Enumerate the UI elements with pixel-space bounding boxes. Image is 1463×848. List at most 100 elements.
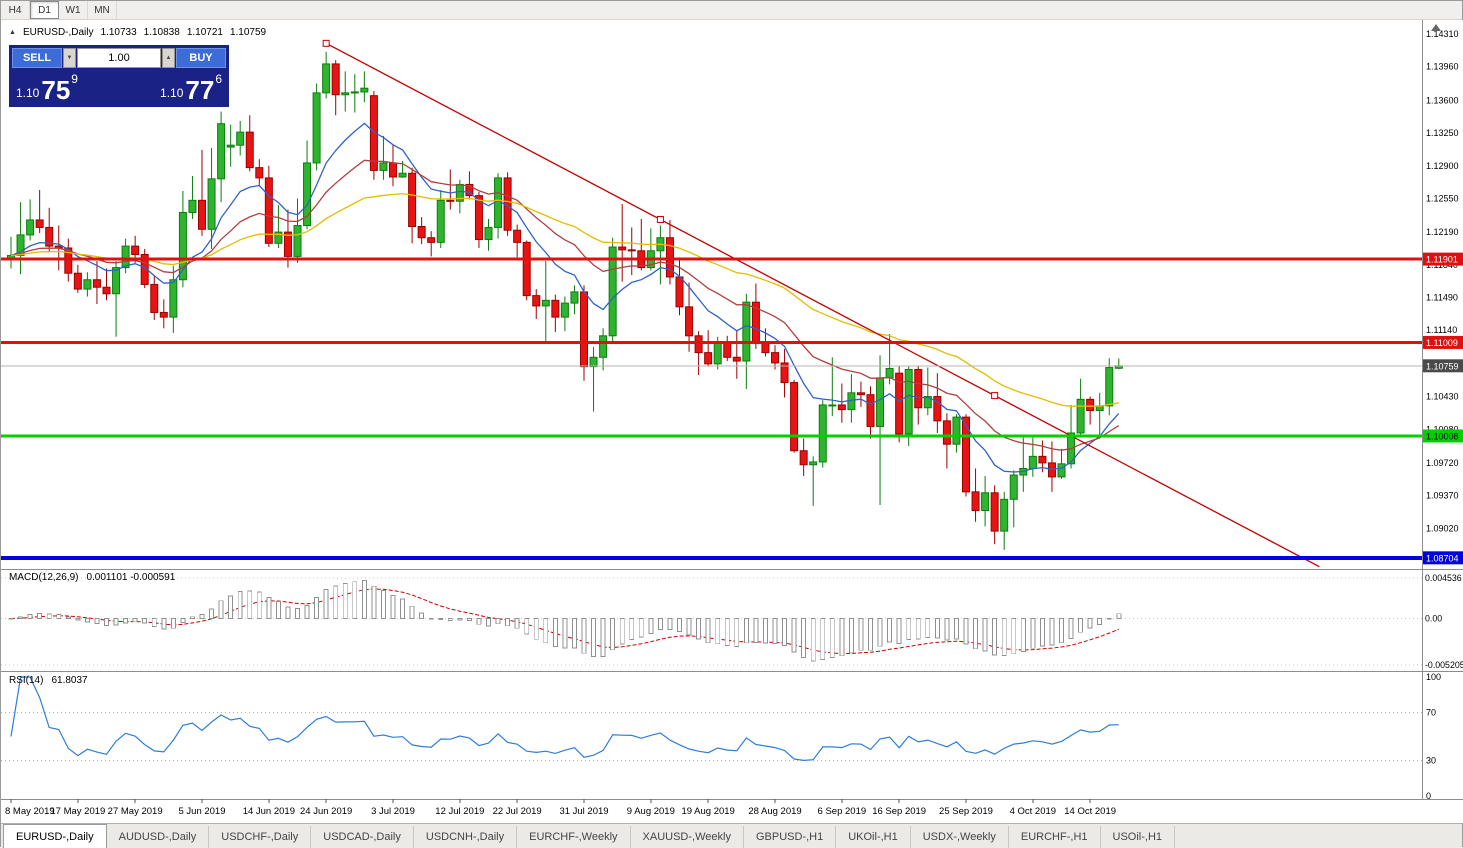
- svg-text:70: 70: [1426, 708, 1436, 718]
- svg-text:1.11901: 1.11901: [1426, 255, 1458, 265]
- svg-text:30: 30: [1426, 755, 1436, 765]
- svg-text:6 Sep 2019: 6 Sep 2019: [818, 806, 867, 817]
- svg-text:1.10759: 1.10759: [1426, 361, 1459, 371]
- svg-text:22 Jul 2019: 22 Jul 2019: [493, 806, 542, 817]
- sell-price-pips: 75: [41, 78, 70, 103]
- svg-text:8 May 2019: 8 May 2019: [5, 806, 55, 817]
- svg-text:1.09020: 1.09020: [1426, 523, 1459, 533]
- svg-text:0.004536: 0.004536: [1425, 573, 1462, 583]
- chart-marker-icon: ▲: [9, 29, 16, 36]
- chevron-up-icon: ▲: [166, 55, 172, 61]
- tab-usdchf-daily[interactable]: USDCHF-,Daily: [209, 826, 311, 848]
- chevron-down-icon: ▼: [67, 55, 73, 61]
- sell-price-pipette: 9: [71, 72, 78, 86]
- tab-eurchf-h1[interactable]: EURCHF-,H1: [1009, 826, 1101, 848]
- svg-text:1.12900: 1.12900: [1426, 161, 1459, 171]
- svg-text:100: 100: [1426, 672, 1441, 682]
- svg-text:16 Sep 2019: 16 Sep 2019: [872, 806, 926, 817]
- current-price-tag: 1.10759: [1423, 359, 1463, 372]
- svg-text:12 Jul 2019: 12 Jul 2019: [435, 806, 484, 817]
- tab-usdx-weekly[interactable]: USDX-,Weekly: [911, 826, 1009, 848]
- svg-text:1.11140: 1.11140: [1426, 325, 1457, 335]
- tab-eurchf-weekly[interactable]: EURCHF-,Weekly: [517, 826, 630, 848]
- svg-text:25 Sep 2019: 25 Sep 2019: [939, 806, 993, 817]
- timeframe-button-mn[interactable]: MN: [88, 1, 117, 19]
- tab-usoil-h1[interactable]: USOil-,H1: [1101, 826, 1176, 848]
- tab-usdcad-daily[interactable]: USDCAD-,Daily: [311, 826, 414, 848]
- price-tag-1.11901: 1.11901: [1423, 253, 1463, 266]
- svg-text:14 Oct 2019: 14 Oct 2019: [1064, 806, 1116, 817]
- ohlc-low: 1.10721: [187, 27, 223, 38]
- buy-price-display[interactable]: 1.10 77 6: [156, 70, 226, 104]
- tab-eurusd-daily[interactable]: EURUSD-,Daily: [3, 824, 107, 848]
- rsi-value: 61.8037: [51, 675, 87, 686]
- macd-values: 0.001101 -0.000591: [86, 572, 175, 583]
- svg-text:19 Aug 2019: 19 Aug 2019: [681, 806, 734, 817]
- svg-text:1.11490: 1.11490: [1426, 293, 1458, 303]
- tab-ukoil-h1[interactable]: UKOil-,H1: [836, 826, 911, 848]
- buy-button[interactable]: BUY: [176, 48, 226, 68]
- svg-text:-0.005205: -0.005205: [1425, 660, 1463, 670]
- svg-text:1.13250: 1.13250: [1426, 128, 1459, 138]
- svg-text:1.12550: 1.12550: [1426, 193, 1459, 203]
- svg-text:1.09370: 1.09370: [1426, 491, 1459, 501]
- svg-text:1.10008: 1.10008: [1426, 431, 1459, 441]
- sell-price-display[interactable]: 1.10 75 9: [12, 70, 82, 104]
- buy-price-pipette: 6: [215, 72, 222, 86]
- tab-xauusd-weekly[interactable]: XAUUSD-,Weekly: [631, 826, 744, 848]
- trade-controls-row: SELL ▼ ▲ BUY: [12, 48, 226, 68]
- svg-text:0: 0: [1426, 791, 1431, 801]
- svg-text:1.13600: 1.13600: [1426, 95, 1459, 105]
- svg-text:3 Jul 2019: 3 Jul 2019: [371, 806, 415, 817]
- svg-text:4 Oct 2019: 4 Oct 2019: [1010, 806, 1056, 817]
- macd-indicator-label: MACD(12,26,9) 0.001101 -0.000591: [9, 572, 175, 583]
- price-tag-1.08704: 1.08704: [1423, 551, 1463, 564]
- ohlc-close: 1.10759: [230, 27, 266, 38]
- svg-text:1.13960: 1.13960: [1426, 62, 1459, 72]
- trendline-handle[interactable]: [992, 393, 998, 399]
- sell-price-prefix: 1.10: [16, 86, 39, 103]
- tab-usdcnh-daily[interactable]: USDCNH-,Daily: [414, 826, 517, 848]
- tab-gbpusd-h1[interactable]: GBPUSD-,H1: [744, 826, 836, 848]
- svg-text:1.11009: 1.11009: [1426, 338, 1458, 348]
- rsi-indicator-label: RSI(14) 61.8037: [9, 675, 88, 686]
- svg-text:28 Aug 2019: 28 Aug 2019: [748, 806, 801, 817]
- timeframe-button-d1[interactable]: D1: [30, 1, 59, 19]
- trendline-handle[interactable]: [657, 216, 663, 222]
- buy-price-prefix: 1.10: [160, 86, 183, 103]
- timeframe-button-w1[interactable]: W1: [59, 1, 88, 19]
- tab-audusd-daily[interactable]: AUDUSD-,Daily: [107, 826, 210, 848]
- lot-decrease-button[interactable]: ▼: [63, 48, 76, 68]
- macd-params: MACD(12,26,9): [9, 572, 78, 583]
- price-tag-1.11009: 1.11009: [1423, 336, 1463, 349]
- timeframe-button-h4[interactable]: H4: [1, 1, 30, 19]
- svg-text:1.10430: 1.10430: [1426, 392, 1459, 402]
- svg-text:1.14310: 1.14310: [1426, 29, 1459, 39]
- sell-button[interactable]: SELL: [12, 48, 62, 68]
- svg-text:5 Jun 2019: 5 Jun 2019: [178, 806, 225, 817]
- svg-text:0.00: 0.00: [1425, 614, 1442, 624]
- chart-region[interactable]: 1.14310 1.13960 1.13600 1.13250 1.12900 1.125…: [1, 20, 1463, 823]
- chart-title: ▲ EURUSD-,Daily 1.10733 1.10838 1.10721 …: [9, 27, 266, 38]
- lot-increase-button[interactable]: ▲: [162, 48, 175, 68]
- trade-prices-row: 1.10 75 9 1.10 77 6: [12, 70, 226, 104]
- price-tag-1.10008: 1.10008: [1423, 429, 1463, 442]
- trendline-handle[interactable]: [323, 40, 329, 46]
- svg-text:17 May 2019: 17 May 2019: [50, 806, 105, 817]
- buy-price-pips: 77: [185, 78, 214, 103]
- svg-text:14 Jun 2019: 14 Jun 2019: [243, 806, 295, 817]
- svg-text:9 Aug 2019: 9 Aug 2019: [627, 806, 675, 817]
- chart-canvas[interactable]: 1.14310 1.13960 1.13600 1.13250 1.12900 1.125…: [1, 20, 1463, 823]
- lot-size-input[interactable]: [77, 48, 161, 68]
- svg-text:27 May 2019: 27 May 2019: [108, 806, 163, 817]
- chart-symbol-period: EURUSD-,Daily: [23, 27, 94, 38]
- svg-text:31 Jul 2019: 31 Jul 2019: [559, 806, 608, 817]
- svg-text:1.12190: 1.12190: [1426, 227, 1459, 237]
- one-click-trading-panel: SELL ▼ ▲ BUY 1.10 75 9 1.10 77 6: [9, 45, 229, 107]
- svg-text:1.08704: 1.08704: [1426, 553, 1459, 563]
- ohlc-open: 1.10733: [101, 27, 137, 38]
- svg-text:1.09720: 1.09720: [1426, 458, 1459, 468]
